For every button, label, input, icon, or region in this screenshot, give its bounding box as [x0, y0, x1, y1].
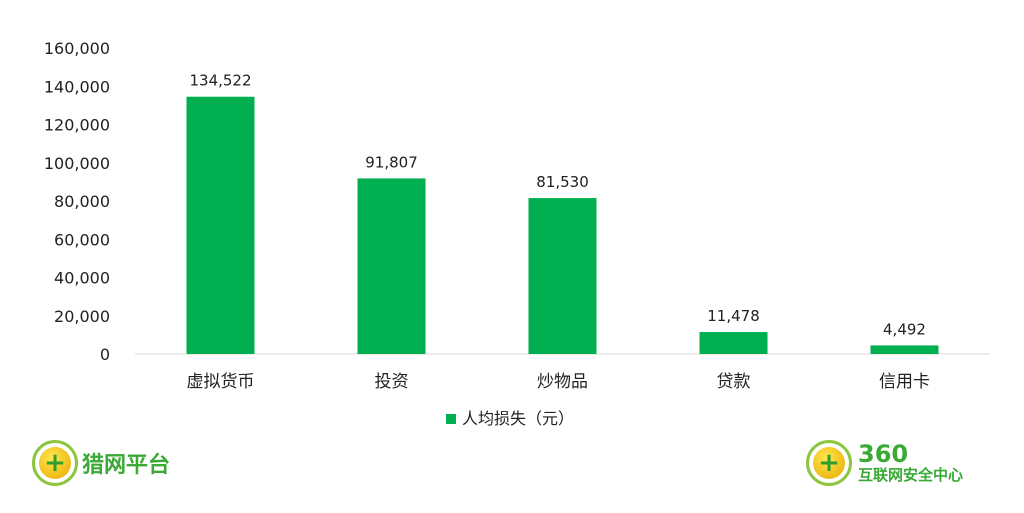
bar — [357, 178, 426, 354]
bar — [186, 96, 255, 354]
bar — [699, 332, 768, 354]
logo-360: 360 — [858, 440, 909, 468]
bar-chart: 0 20,000 40,000 60,000 80,000 100,000 120,000 1… — [44, 39, 990, 428]
x-tick-label: 贷款 — [717, 372, 751, 392]
x-tick-label: 炒物品 — [537, 372, 588, 392]
logo-text: 猎网平台 — [82, 453, 171, 478]
x-tick-label: 信用卡 — [879, 372, 930, 392]
y-tick-label: 40,000 — [54, 269, 110, 288]
y-tick-label: 80,000 — [54, 192, 110, 211]
y-tick-label: 20,000 — [54, 307, 110, 326]
legend-swatch — [446, 414, 456, 424]
data-label: 134,522 — [189, 72, 251, 90]
y-tick-label: 120,000 — [44, 116, 110, 135]
y-tick-label: 160,000 — [44, 39, 110, 58]
data-label: 4,492 — [883, 320, 926, 338]
y-tick-label: 140,000 — [44, 77, 110, 96]
lieweang-logo: + 猎网平台 — [32, 440, 170, 486]
data-label: 91,807 — [365, 153, 418, 171]
data-label: 81,530 — [536, 173, 589, 191]
legend-label: 人均损失（元） — [462, 409, 574, 428]
data-label: 11,478 — [707, 307, 760, 325]
x-tick-label: 虚拟货币 — [187, 372, 255, 392]
360-logo: + 360 互联网安全中心 — [806, 440, 963, 486]
shield-emblem-icon: + — [806, 440, 852, 486]
y-tick-label: 100,000 — [44, 154, 110, 173]
logo-subtitle: 互联网安全中心 — [858, 466, 964, 484]
y-tick-label: 60,000 — [54, 230, 110, 249]
bar — [528, 198, 597, 354]
x-tick-label: 投资 — [375, 372, 409, 392]
bar — [870, 345, 939, 354]
shield-emblem-icon: + — [32, 440, 78, 486]
y-tick-label: 0 — [100, 345, 110, 364]
